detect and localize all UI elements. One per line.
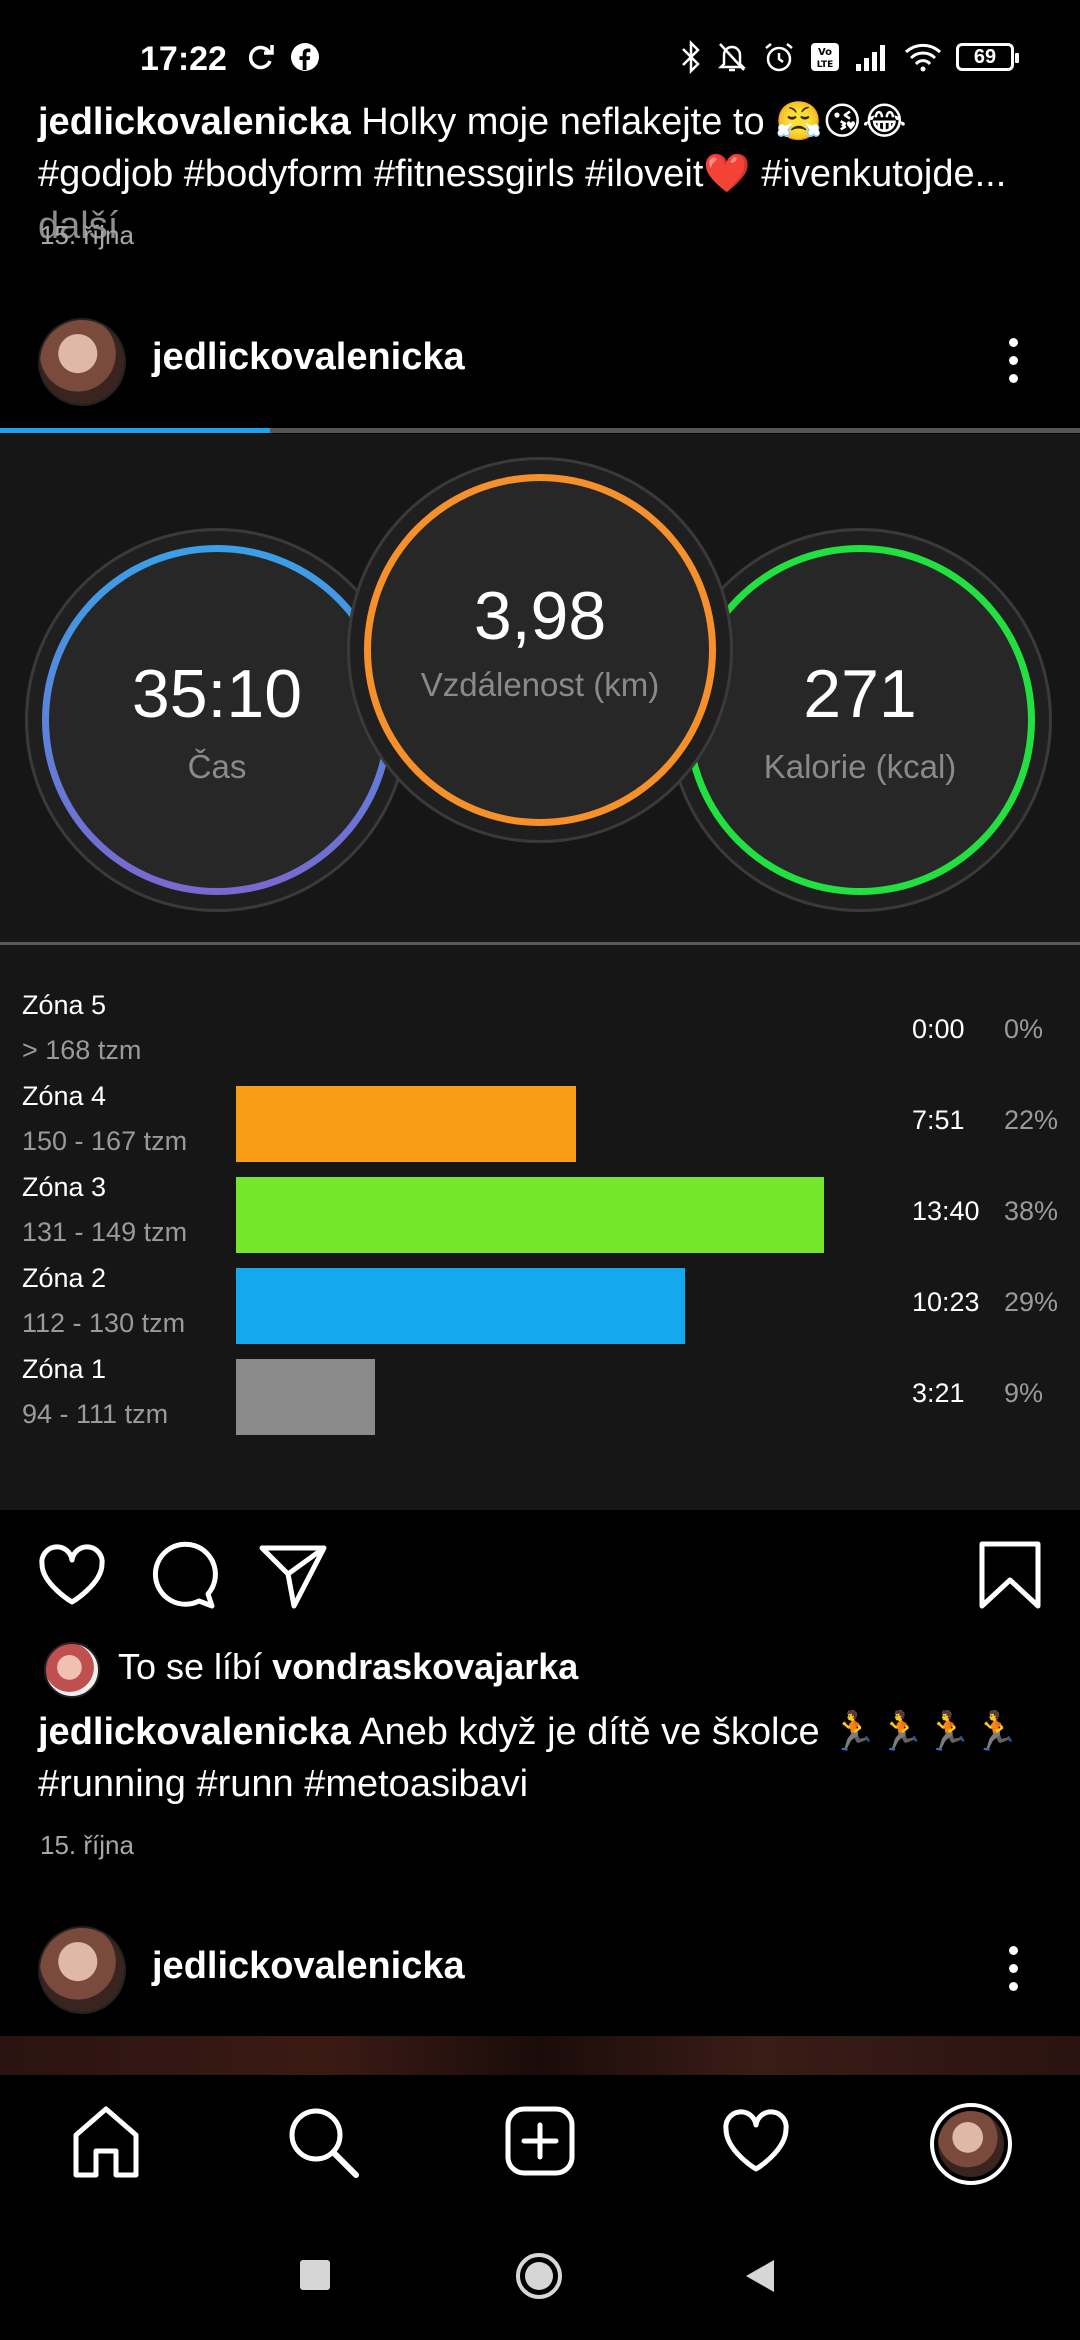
sync-icon bbox=[246, 42, 276, 72]
post-username[interactable]: jedlickovalenicka bbox=[152, 336, 465, 378]
status-bar: 17:22 Vo LTE 69 bbox=[0, 0, 1080, 110]
carousel-progress-track bbox=[0, 428, 1080, 433]
liked-by-prefix: To se líbí bbox=[118, 1646, 263, 1687]
post-date: 15. října bbox=[40, 220, 134, 250]
caption-username[interactable]: jedlickovalenicka bbox=[38, 101, 351, 143]
back-button[interactable] bbox=[744, 2258, 776, 2299]
next-post-image[interactable] bbox=[0, 2036, 1080, 2076]
zone-bar bbox=[236, 1177, 824, 1253]
svg-text:Vo: Vo bbox=[818, 47, 832, 58]
share-send-icon[interactable] bbox=[258, 1540, 330, 1612]
signal-icon bbox=[854, 42, 890, 72]
liker-avatar[interactable] bbox=[44, 1642, 100, 1698]
activity-heart-icon[interactable] bbox=[720, 2107, 792, 2180]
zone-range: 112 - 130 tzm bbox=[22, 1308, 186, 1338]
distance-value: 3,98 bbox=[473, 578, 607, 654]
search-icon[interactable] bbox=[286, 2105, 360, 2184]
zone-time: 13:40 bbox=[912, 1196, 980, 1226]
post-date: 15. října bbox=[40, 1830, 134, 1860]
more-link[interactable]: další bbox=[38, 205, 119, 247]
status-time: 17:22 bbox=[140, 40, 227, 78]
time-stat-circle: 35:10 Čas bbox=[42, 545, 392, 895]
calories-stat-circle: 271 Kalorie (kcal) bbox=[685, 545, 1035, 895]
caption-text: Aneb když je dítě ve školce 🏃🏃🏃🏃 #runnin… bbox=[38, 1711, 1020, 1805]
volte-icon: Vo LTE bbox=[810, 42, 840, 72]
zone-range: 131 - 149 tzm bbox=[22, 1217, 188, 1247]
zone-name: Zóna 3 bbox=[22, 1172, 107, 1202]
like-heart-icon[interactable] bbox=[36, 1540, 108, 1612]
carousel-progress-fill bbox=[0, 428, 270, 433]
battery-icon: 69 bbox=[956, 43, 1019, 71]
bottom-navigation bbox=[0, 2075, 1080, 2210]
save-bookmark-icon[interactable] bbox=[974, 1540, 1046, 1612]
next-post-username[interactable]: jedlickovalenicka bbox=[152, 1945, 465, 1987]
bluetooth-icon bbox=[680, 40, 702, 74]
caption-text: Holky moje neflakejte to 😤😘😂 #godjob #bo… bbox=[38, 101, 975, 195]
post-caption: jedlickovalenicka Aneb když je dítě ve š… bbox=[38, 1706, 1048, 1810]
alarm-icon bbox=[762, 40, 796, 74]
zone-bar bbox=[236, 1268, 685, 1344]
system-navigation bbox=[0, 2210, 1080, 2340]
zone-percent: 9% bbox=[1004, 1378, 1044, 1408]
zone-percent: 22% bbox=[1004, 1105, 1059, 1135]
zone-time: 7:51 bbox=[912, 1105, 965, 1135]
more-options-icon[interactable] bbox=[1008, 1946, 1018, 1991]
distance-label: Vzdálenost (km) bbox=[420, 666, 660, 703]
profile-avatar[interactable] bbox=[930, 2103, 1012, 2185]
calories-value: 271 bbox=[803, 656, 917, 732]
home-icon[interactable] bbox=[70, 2105, 142, 2184]
zone-time: 10:23 bbox=[912, 1287, 980, 1317]
wifi-icon bbox=[904, 42, 942, 72]
zone-name: Zóna 1 bbox=[22, 1354, 107, 1384]
zone-name: Zóna 2 bbox=[22, 1263, 107, 1293]
zone-bar bbox=[236, 1359, 375, 1435]
stats-divider bbox=[0, 942, 1080, 945]
zone-bar bbox=[236, 1086, 576, 1162]
comment-icon[interactable] bbox=[148, 1540, 220, 1612]
next-post-avatar[interactable] bbox=[38, 1926, 126, 2014]
facebook-icon bbox=[290, 42, 320, 72]
distance-stat-circle: 3,98 Vzdálenost (km) bbox=[364, 474, 716, 826]
zone-range: 94 - 111 tzm bbox=[22, 1399, 169, 1429]
caption-username[interactable]: jedlickovalenicka bbox=[38, 1711, 351, 1753]
previous-post-caption: jedlickovalenicka Holky moje neflakejte … bbox=[38, 96, 1048, 252]
calories-label: Kalorie (kcal) bbox=[763, 748, 957, 785]
add-post-icon[interactable] bbox=[504, 2105, 576, 2182]
time-value: 35:10 bbox=[131, 656, 303, 732]
zone-name: Zóna 4 bbox=[22, 1081, 107, 1111]
more-options-icon[interactable] bbox=[1008, 338, 1018, 383]
zone-percent: 0% bbox=[1004, 1014, 1044, 1044]
zone-time: 0:00 bbox=[912, 1014, 965, 1044]
notifications-muted-icon bbox=[716, 40, 748, 74]
recents-button[interactable] bbox=[300, 2260, 330, 2290]
time-label: Čas bbox=[187, 748, 247, 785]
zone-percent: 38% bbox=[1004, 1196, 1059, 1226]
liked-by[interactable]: To se líbí vondraskovajarka bbox=[118, 1646, 578, 1688]
avatar[interactable] bbox=[38, 318, 126, 406]
zone-percent: 29% bbox=[1004, 1287, 1059, 1317]
liked-by-user[interactable]: vondraskovajarka bbox=[272, 1646, 579, 1687]
zone-time: 3:21 bbox=[912, 1378, 965, 1408]
zone-name: Zóna 5 bbox=[22, 990, 107, 1020]
zone-range: > 168 tzm bbox=[22, 1035, 142, 1065]
home-button[interactable] bbox=[514, 2251, 564, 2306]
caption-ellipsis: ... bbox=[974, 153, 1007, 195]
zone-range: 150 - 167 tzm bbox=[22, 1126, 188, 1156]
svg-text:LTE: LTE bbox=[817, 60, 834, 70]
